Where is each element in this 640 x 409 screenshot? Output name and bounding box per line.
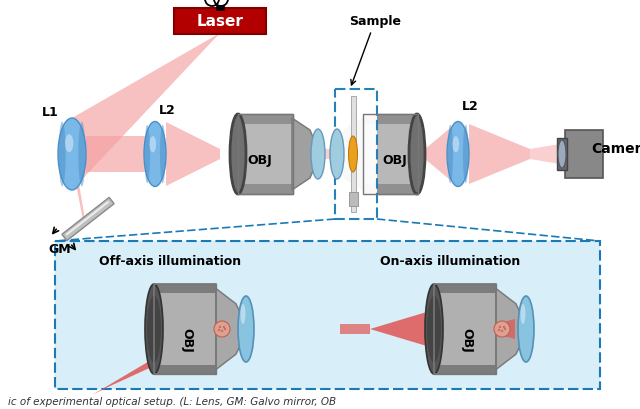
Ellipse shape <box>230 115 246 195</box>
Polygon shape <box>72 34 220 191</box>
Text: OBJ: OBJ <box>180 327 193 351</box>
Bar <box>434 284 496 374</box>
Bar <box>154 284 216 293</box>
Bar <box>238 185 293 195</box>
Ellipse shape <box>145 284 163 374</box>
Ellipse shape <box>160 126 166 184</box>
Polygon shape <box>337 119 363 191</box>
Ellipse shape <box>349 137 358 173</box>
Polygon shape <box>62 198 114 241</box>
Bar <box>349 193 358 207</box>
Ellipse shape <box>150 137 156 153</box>
Ellipse shape <box>409 115 425 195</box>
Circle shape <box>494 321 510 337</box>
Ellipse shape <box>147 296 161 363</box>
Text: OBJ: OBJ <box>383 154 408 167</box>
Text: L2: L2 <box>159 103 175 116</box>
Circle shape <box>499 326 501 328</box>
FancyBboxPatch shape <box>335 90 377 220</box>
Ellipse shape <box>58 119 86 191</box>
Bar <box>154 365 216 374</box>
Ellipse shape <box>427 296 441 363</box>
Ellipse shape <box>241 304 246 324</box>
Polygon shape <box>469 125 530 184</box>
Circle shape <box>500 330 503 333</box>
Circle shape <box>503 326 505 328</box>
Text: On-axis illumination: On-axis illumination <box>380 255 520 268</box>
Circle shape <box>219 326 221 328</box>
Circle shape <box>221 330 223 333</box>
Text: OBJ: OBJ <box>248 154 273 167</box>
Polygon shape <box>302 150 335 160</box>
Ellipse shape <box>145 126 150 184</box>
Polygon shape <box>166 123 220 187</box>
Bar <box>363 185 418 195</box>
Polygon shape <box>86 137 150 173</box>
Bar <box>238 115 293 195</box>
Polygon shape <box>370 311 430 347</box>
Circle shape <box>218 329 220 331</box>
Bar <box>434 365 496 374</box>
Polygon shape <box>530 145 560 164</box>
Ellipse shape <box>330 130 344 180</box>
Ellipse shape <box>447 126 453 184</box>
Circle shape <box>223 326 225 328</box>
Ellipse shape <box>463 126 468 184</box>
Bar <box>363 115 418 195</box>
Text: Laser: Laser <box>196 14 243 29</box>
Text: L1: L1 <box>42 106 58 119</box>
Polygon shape <box>496 289 526 370</box>
Ellipse shape <box>425 284 443 374</box>
Bar <box>154 284 216 374</box>
Circle shape <box>214 321 230 337</box>
Ellipse shape <box>144 122 166 187</box>
Bar <box>216 6 224 11</box>
Polygon shape <box>362 150 377 160</box>
Bar <box>351 97 356 213</box>
Ellipse shape <box>518 296 534 362</box>
Ellipse shape <box>520 304 525 324</box>
FancyBboxPatch shape <box>55 241 600 389</box>
Bar <box>154 284 216 374</box>
Polygon shape <box>92 321 217 395</box>
FancyBboxPatch shape <box>174 9 266 35</box>
Circle shape <box>504 328 506 330</box>
Bar <box>363 115 418 124</box>
Bar <box>565 131 603 179</box>
Bar <box>238 115 293 124</box>
Text: ic of experimental optical setup. (L: Lens, GM: Galvo mirror, OB: ic of experimental optical setup. (L: Le… <box>8 396 336 406</box>
Ellipse shape <box>558 141 566 169</box>
Text: Sample: Sample <box>349 16 401 86</box>
Polygon shape <box>495 319 515 339</box>
Bar <box>238 115 293 195</box>
Ellipse shape <box>238 296 254 362</box>
Text: GM: GM <box>49 243 71 256</box>
Bar <box>557 139 567 171</box>
Polygon shape <box>340 324 370 334</box>
Bar <box>434 284 496 293</box>
Bar <box>363 115 418 195</box>
Ellipse shape <box>447 122 469 187</box>
Ellipse shape <box>78 122 85 187</box>
Circle shape <box>224 328 226 330</box>
Bar <box>434 284 496 374</box>
Ellipse shape <box>59 122 66 187</box>
Polygon shape <box>292 119 318 191</box>
Text: L2: L2 <box>461 100 478 113</box>
Text: OBJ: OBJ <box>461 327 474 351</box>
Text: Camera: Camera <box>591 142 640 155</box>
Polygon shape <box>216 289 246 370</box>
Ellipse shape <box>65 135 74 153</box>
Polygon shape <box>425 125 455 184</box>
Ellipse shape <box>311 130 325 180</box>
Text: Off-axis illumination: Off-axis illumination <box>99 255 241 268</box>
Circle shape <box>498 329 500 331</box>
Polygon shape <box>72 145 84 225</box>
Ellipse shape <box>452 137 459 153</box>
